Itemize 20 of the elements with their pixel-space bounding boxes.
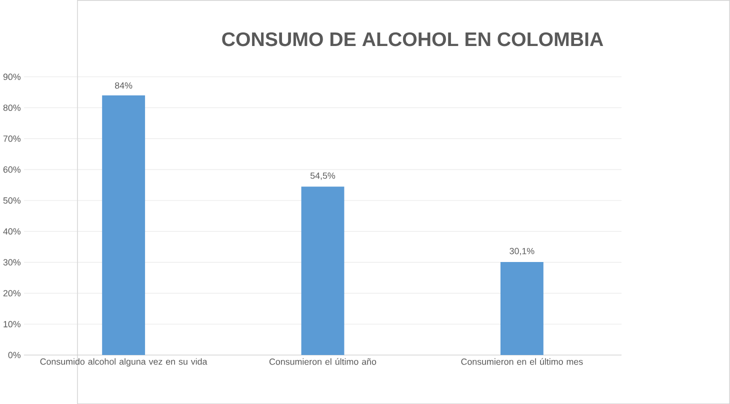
data-label: 84% — [115, 82, 132, 89]
y-tick-label: 10% — [4, 320, 21, 328]
y-tick-label: 20% — [3, 290, 21, 296]
x-tick-label: Consumieron en el último mes — [461, 358, 583, 365]
x-tick-label: Consumido alcohol alguna vez en su vida — [40, 358, 208, 366]
y-tick-label: 40% — [3, 228, 21, 234]
y-tick-label: 90% — [3, 74, 21, 80]
x-tick-label: Consumieron el último año — [269, 358, 376, 365]
y-tick-label: 60% — [3, 166, 21, 173]
y-tick-label: 30% — [3, 259, 21, 266]
chart-title: CONSUMO DE ALCOHOL EN COLOMBIA — [222, 32, 604, 46]
y-tick-label: 0% — [8, 352, 21, 358]
data-label: 54,5% — [310, 172, 336, 180]
y-tick-label: 80% — [3, 104, 21, 111]
y-tick-label: 50% — [3, 197, 21, 204]
bar — [500, 262, 544, 355]
data-label: 30,1% — [510, 248, 534, 256]
bar — [301, 186, 344, 355]
bar — [102, 95, 146, 355]
y-tick-label: 70% — [3, 135, 21, 142]
